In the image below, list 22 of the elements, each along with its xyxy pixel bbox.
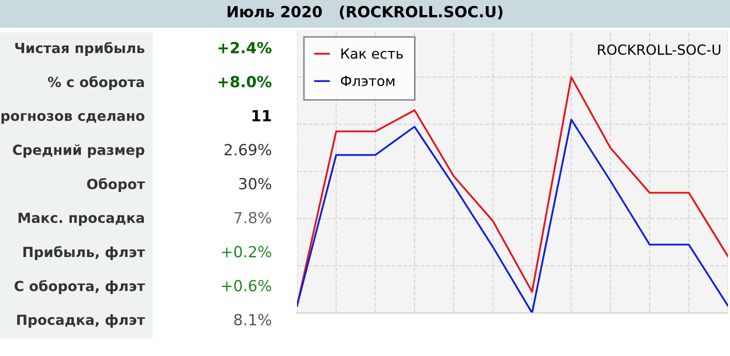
text: Оборот <box>87 178 145 192</box>
text: Просадка, флэт <box>17 314 145 328</box>
text: +8.0% <box>218 76 272 88</box>
legend-label: Флэтом <box>340 76 394 86</box>
text: С оборота, флэт <box>14 280 145 294</box>
text: 2.69% <box>224 144 272 156</box>
chart-title: Июль 2020 (ROCKROLL.SOC.U) <box>228 6 502 20</box>
text: 8.1% <box>234 314 272 326</box>
text: Прибыль, флэт <box>23 246 145 260</box>
text: 30% <box>239 178 272 190</box>
text: Чистая прибыль <box>15 42 144 56</box>
text: 11 <box>252 110 271 122</box>
text: 7.8% <box>234 212 272 224</box>
text: рогнозов сделано <box>1 113 144 124</box>
text: % с оборота <box>48 76 144 90</box>
text: ROCKROLL-SOC-U <box>598 44 720 55</box>
text: +0.6% <box>222 280 272 292</box>
text: Макс. просадка <box>18 212 144 226</box>
text: +2.4% <box>218 42 272 54</box>
text: +0.2% <box>222 246 272 258</box>
legend-label: Как есть <box>341 48 403 59</box>
text: Средний размер <box>12 144 144 158</box>
